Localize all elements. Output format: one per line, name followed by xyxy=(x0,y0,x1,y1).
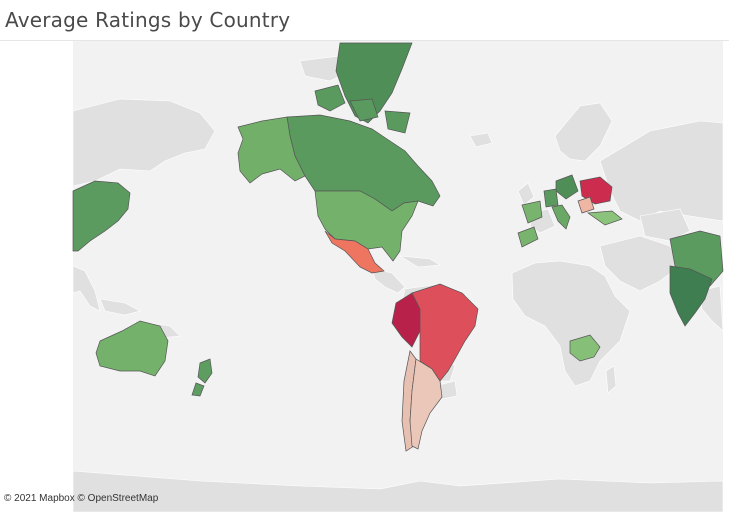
country-new-zealand-north[interactable] xyxy=(197,358,213,384)
country-italy[interactable] xyxy=(551,204,571,230)
country-canada-arctic-1[interactable] xyxy=(314,84,346,112)
country-ukraine[interactable] xyxy=(579,176,613,205)
country-united-states[interactable] xyxy=(314,190,419,262)
country-brazil[interactable] xyxy=(411,283,479,382)
country-turkey[interactable] xyxy=(587,210,623,226)
country-morocco[interactable] xyxy=(517,226,539,248)
country-india[interactable] xyxy=(669,265,713,327)
country-new-zealand-south[interactable] xyxy=(191,382,205,397)
country-germany[interactable] xyxy=(543,188,559,208)
country-spain[interactable] xyxy=(521,200,543,224)
country-canada-arctic-2[interactable] xyxy=(349,98,379,122)
country-romania[interactable] xyxy=(577,196,595,214)
country-australia[interactable] xyxy=(95,320,169,377)
country-argentina[interactable] xyxy=(409,358,443,450)
country-mexico[interactable] xyxy=(324,230,385,274)
map-attribution: © 2021 Mapbox © OpenStreetMap xyxy=(4,493,159,504)
country-china-west[interactable] xyxy=(72,180,131,252)
map-container[interactable] xyxy=(0,41,729,512)
country-canada[interactable] xyxy=(286,114,441,212)
country-canada-arctic-3[interactable] xyxy=(384,110,411,134)
title-divider xyxy=(0,40,729,41)
country-south-africa[interactable] xyxy=(569,334,601,362)
world-map[interactable] xyxy=(0,41,729,512)
country-alaska[interactable] xyxy=(237,116,306,184)
chart-title: Average Ratings by Country xyxy=(5,8,291,32)
rated-countries[interactable] xyxy=(72,42,724,452)
